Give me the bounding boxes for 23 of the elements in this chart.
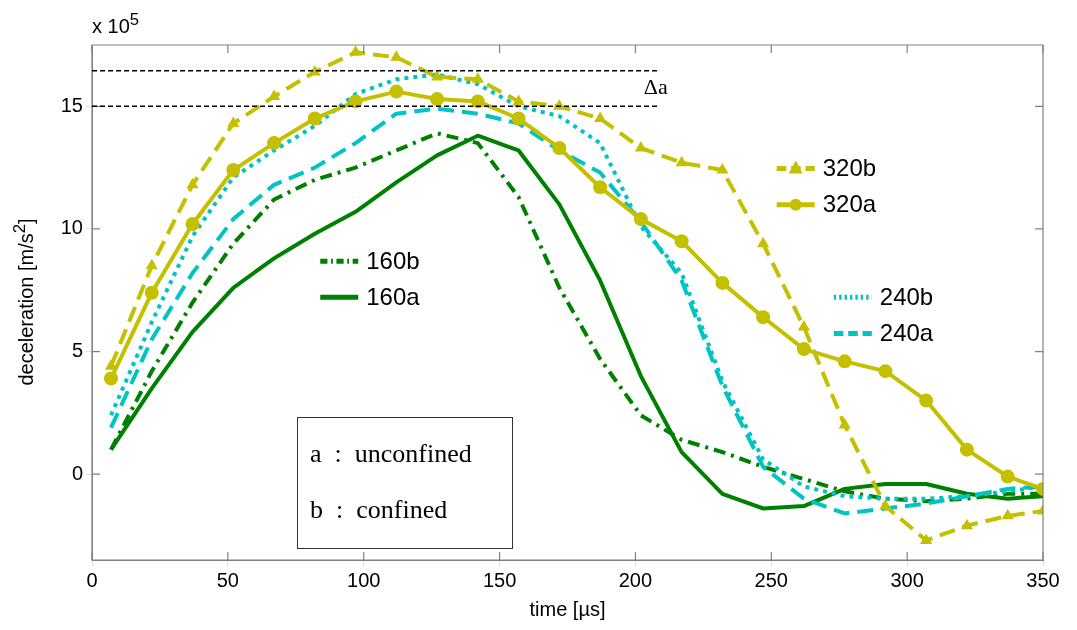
x-tick-label: 0 <box>86 568 98 591</box>
x-tick-label: 300 <box>890 568 924 591</box>
legend-label: 160a <box>366 282 421 310</box>
annotation: a : unconfined <box>310 438 472 470</box>
x-tick-label: 100 <box>347 568 381 591</box>
y-tick-label: 15 <box>60 93 83 116</box>
x-axis-title: time [µs] <box>529 597 606 620</box>
y-tick-label: 0 <box>71 461 83 484</box>
annotation: b : confined <box>310 494 449 526</box>
legend-label: 240b <box>879 282 934 310</box>
legend-label: 320b <box>822 154 877 182</box>
x-tick-label: 50 <box>216 568 239 591</box>
x-tick-label: 150 <box>482 568 517 591</box>
x-tick-label: 350 <box>1026 568 1060 591</box>
y-tick-label: 10 <box>60 216 83 239</box>
legend-label: 160b <box>366 246 420 274</box>
x-tick-label: 250 <box>754 568 788 591</box>
legend-label: 240a <box>879 319 934 347</box>
legend-label: 320a <box>822 190 877 218</box>
annotation: Δa <box>643 74 668 100</box>
x-tick-label: 200 <box>618 568 653 591</box>
y-tick-label: 5 <box>71 339 83 362</box>
text: x 10$^{5}$ <box>92 10 140 38</box>
